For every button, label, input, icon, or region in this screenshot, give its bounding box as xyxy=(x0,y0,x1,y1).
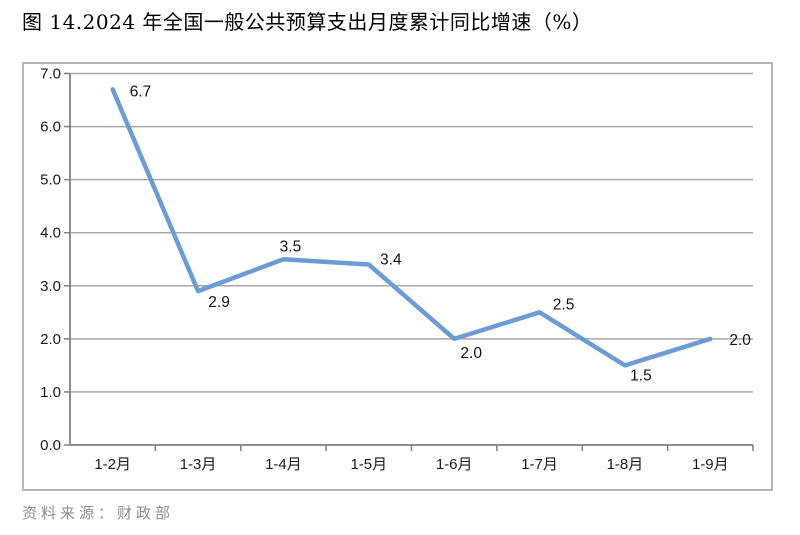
x-tick-label: 1-8月 xyxy=(607,456,644,473)
x-tick-label: 1-6月 xyxy=(436,456,473,473)
chart-frame: 0.0 1.0 2.0 3.0 4.0 5.0 6.0 7.0 1-2月 1-3月 1-4月 1-5月… xyxy=(22,62,773,491)
data-label: 6.7 xyxy=(130,83,152,100)
y-tick-label: 7.0 xyxy=(40,66,61,83)
y-tick-label: 0.0 xyxy=(40,437,61,454)
x-tick-label: 1-9月 xyxy=(692,456,729,473)
data-label: 2.0 xyxy=(729,332,751,349)
x-tick-label: 1-4月 xyxy=(265,456,302,473)
x-tick-label: 1-7月 xyxy=(521,456,558,473)
chart-title: 图 14.2024 年全国一般公共预算支出月度累计同比增速（%） xyxy=(22,10,593,34)
x-tick-label: 1-2月 xyxy=(94,456,131,473)
x-tick-label: 1-3月 xyxy=(180,456,217,473)
data-label: 2.0 xyxy=(460,345,482,362)
data-label: 2.5 xyxy=(553,296,575,313)
data-label: 2.9 xyxy=(208,294,230,311)
x-tick-label: 1-5月 xyxy=(350,456,387,473)
y-tick-label: 6.0 xyxy=(40,119,61,136)
source-note: 资料来源：财政部 xyxy=(22,504,175,522)
data-label: 3.4 xyxy=(380,252,402,269)
y-tick-label: 3.0 xyxy=(40,278,61,295)
y-tick-label: 2.0 xyxy=(40,331,61,348)
y-tick-label: 4.0 xyxy=(40,225,61,242)
data-label: 3.5 xyxy=(280,238,302,255)
data-label: 1.5 xyxy=(630,367,652,384)
y-tick-label: 5.0 xyxy=(40,172,61,189)
y-tick-label: 1.0 xyxy=(40,384,61,401)
line-chart-canvas: 0.0 1.0 2.0 3.0 4.0 5.0 6.0 7.0 1-2月 1-3月 1-4月 1-5月… xyxy=(40,66,754,473)
series-line xyxy=(110,87,713,368)
